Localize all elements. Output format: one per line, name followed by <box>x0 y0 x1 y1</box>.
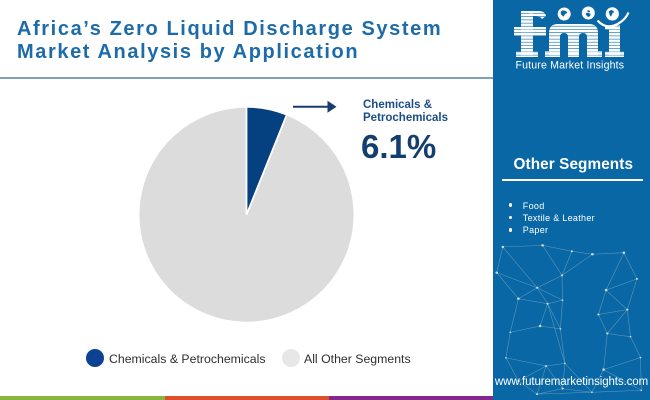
svg-text:Future Market Insights: Future Market Insights <box>516 60 625 72</box>
